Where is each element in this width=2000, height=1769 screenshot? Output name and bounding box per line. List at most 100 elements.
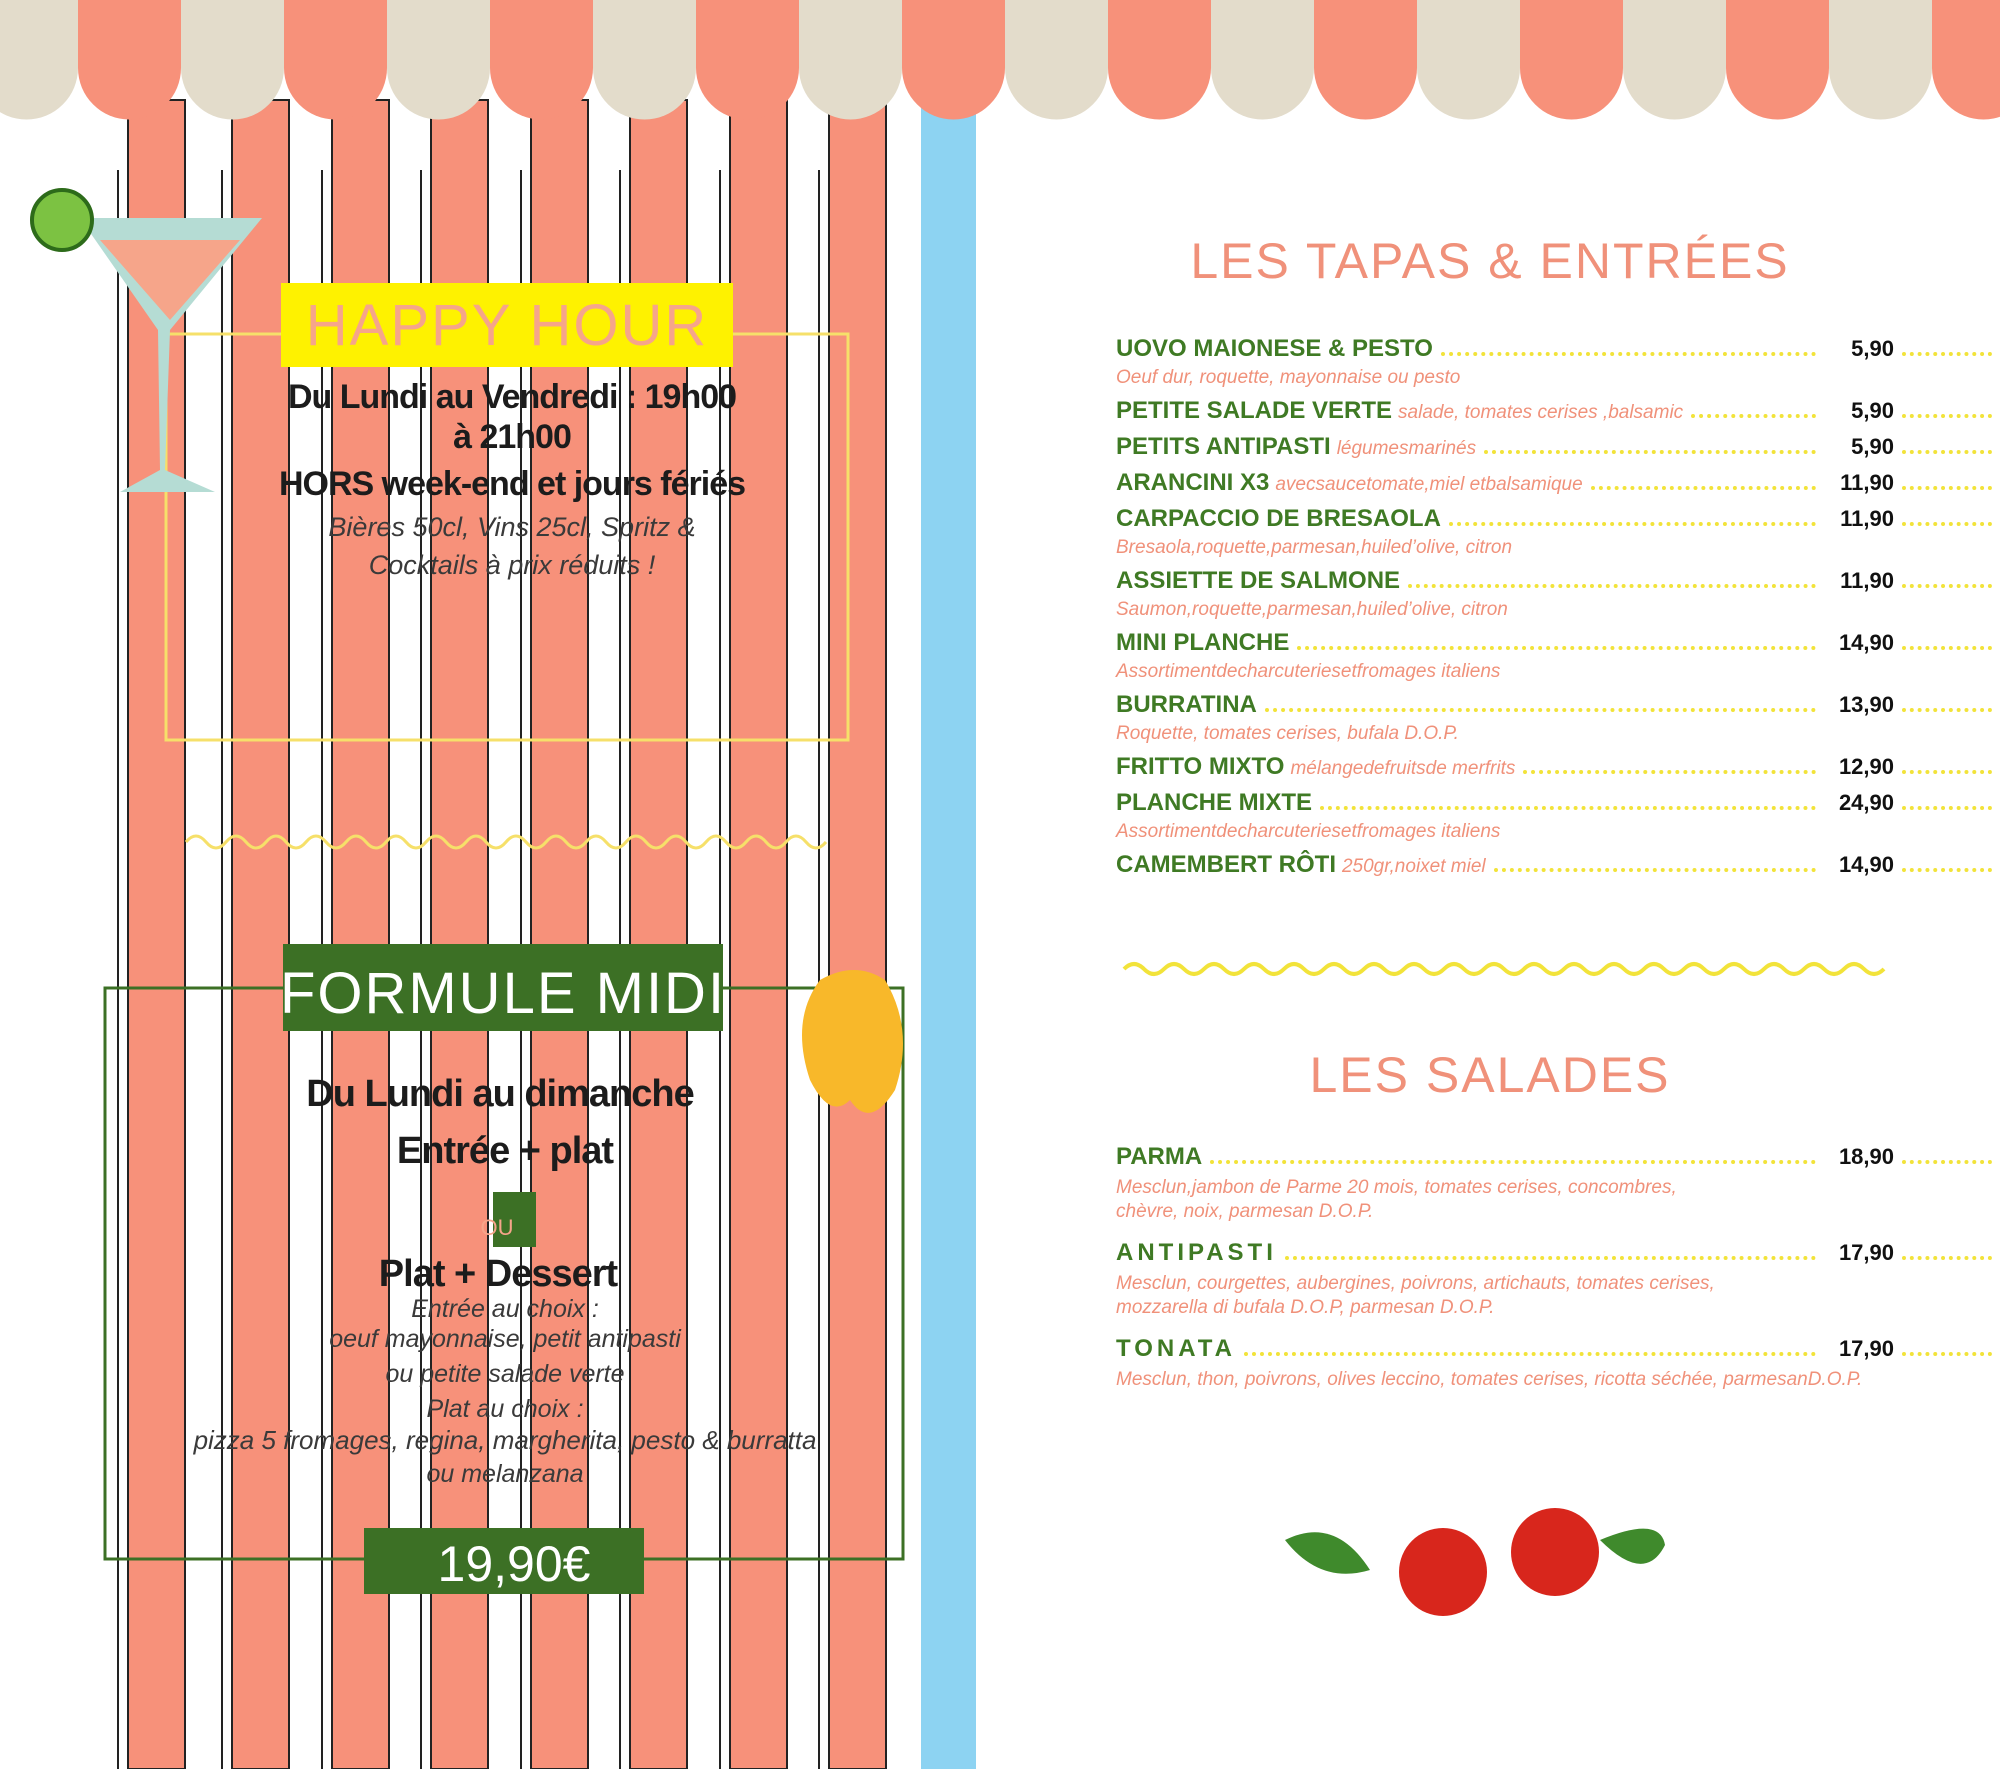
awning-scallop xyxy=(490,0,593,120)
item-desc: Mesclun, thon, poivrons, olives leccino,… xyxy=(1116,1369,1863,1390)
leader xyxy=(1210,1152,1816,1164)
item-desc: légumesmarinés xyxy=(1336,438,1477,459)
leader xyxy=(1902,1152,1992,1164)
item-price: 5,90 xyxy=(1851,398,1894,423)
menu-item: ARANCINI X3 avecsaucetomate,miel etbalsam… xyxy=(1116,469,2000,499)
text: Cocktails à prix réduits ! xyxy=(368,550,656,580)
leader xyxy=(1902,1248,1992,1260)
item-desc: mélangedefruitsde merfrits xyxy=(1290,758,1516,779)
menu-item: UOVO MAIONESE & PESTO 5,90 xyxy=(1116,335,2000,365)
menu-item: CAMEMBERT RÔTI 250gr,noixet miel 14,90 xyxy=(1116,851,2000,881)
item-desc: Bresaola,roquette,parmesan,huiled’olive,… xyxy=(1116,537,1513,558)
menu-item: ASSIETTE DE SALMONE 11,90 xyxy=(1116,567,2000,597)
menu-item: CARPACCIO DE BRESAOLA 11,90 xyxy=(1116,505,2000,535)
leader xyxy=(1902,762,1992,774)
formule-detail: Entrée au choix : xyxy=(411,1295,599,1323)
item-desc: avecsaucetomate,miel etbalsamique xyxy=(1275,474,1583,495)
item-name: MINI PLANCHE xyxy=(1116,629,1290,656)
item-name: FRITTO MIXTO xyxy=(1116,753,1285,780)
leader xyxy=(1902,478,1992,490)
happy-hour-title: HAPPY HOUR xyxy=(305,293,709,358)
leader xyxy=(1284,1248,1816,1260)
item-name: TONATA xyxy=(1116,1335,1236,1362)
awning-scallop xyxy=(1108,0,1211,120)
leader xyxy=(1902,860,1992,872)
leader xyxy=(1297,638,1816,650)
price-bg xyxy=(364,1528,644,1594)
awning-scallop xyxy=(1314,0,1417,120)
text: Du Lundi au dimanche xyxy=(306,1073,694,1115)
item-name: CAMEMBERT RÔTI xyxy=(1116,851,1336,878)
stripe xyxy=(530,99,589,1769)
menu-item: FRITTO MIXTO mélangedefruitsde merfrits 12… xyxy=(1116,753,2000,783)
leader xyxy=(1244,1344,1816,1356)
item-desc: Assortimentdecharcuteriesetfromages ital… xyxy=(1116,661,1501,682)
item-price: 14,90 xyxy=(1838,852,1894,877)
awning-scallop xyxy=(1829,0,1932,120)
item-desc: Saumon,roquette,parmesan,huiled’olive, c… xyxy=(1116,599,1508,620)
wave xyxy=(184,834,828,850)
leader xyxy=(1902,1344,1992,1356)
item-price: 11,90 xyxy=(1840,568,1894,593)
menu-item: PETITS ANTIPASTI légumesmarinés 5,90 xyxy=(1116,433,2000,463)
stripe xyxy=(127,99,186,1769)
awning-scallop xyxy=(1211,0,1314,120)
menu-item: PARMA 18,90 xyxy=(1116,1143,2000,1173)
stripe xyxy=(231,99,290,1769)
awning-scallop xyxy=(387,0,490,120)
tomato xyxy=(1399,1528,1487,1616)
item-price: 13,90 xyxy=(1838,692,1894,717)
formule-detail: pizza 5 fromages, regina, margherita, pe… xyxy=(193,1425,817,1455)
item-price: 17,90 xyxy=(1838,1336,1894,1361)
awning-scallop xyxy=(1726,0,1829,120)
leader xyxy=(1320,798,1816,810)
item-name: ANTIPASTI xyxy=(1116,1239,1277,1266)
text: OU xyxy=(480,1215,514,1240)
item-name: ARANCINI X3 xyxy=(1116,469,1270,496)
awning-scallop xyxy=(1623,0,1726,120)
awning-scallop xyxy=(0,0,78,120)
stripe xyxy=(430,99,489,1769)
text: Du Lundi au Vendredi : 19h00 xyxy=(287,378,737,416)
item-name: PARMA xyxy=(1116,1143,1203,1170)
item-name: PETITS ANTIPASTI xyxy=(1116,433,1331,460)
item-name: BURRATINA xyxy=(1116,691,1257,718)
leader xyxy=(1590,478,1816,490)
formule-price: 19,90€ xyxy=(437,1536,591,1592)
formule-detail: ou petite salade verte xyxy=(385,1360,625,1388)
item-name: PLANCHE MIXTE xyxy=(1116,789,1313,816)
item-name: PETITE SALADE VERTE xyxy=(1116,397,1393,424)
lime xyxy=(30,188,94,252)
item-price: 11,90 xyxy=(1840,470,1894,495)
leader xyxy=(1902,406,1992,418)
leader xyxy=(1440,344,1816,356)
item-name: UOVO MAIONESE & PESTO xyxy=(1116,335,1433,362)
menu-item: TONATA 17,90 xyxy=(1116,1335,2000,1365)
leader xyxy=(1902,344,1992,356)
item-price: 18,90 xyxy=(1838,1144,1894,1169)
item-name: CARPACCIO DE BRESAOLA xyxy=(1116,505,1441,532)
awning-scallop xyxy=(284,0,387,120)
leader xyxy=(1902,514,1992,526)
tomato xyxy=(1511,1508,1599,1596)
leader xyxy=(1902,576,1992,588)
formule-title: FORMULE MIDI xyxy=(279,961,727,1026)
leader xyxy=(1523,762,1816,774)
formule-detail: ou melanzana xyxy=(426,1460,584,1488)
awning-scallop xyxy=(902,0,1005,120)
text: Plat + Dessert xyxy=(378,1253,618,1295)
awning-scallop xyxy=(593,0,696,120)
menu-item: MINI PLANCHE 14,90 xyxy=(1116,629,2000,659)
item-desc: Assortimentdecharcuteriesetfromages ital… xyxy=(1116,821,1501,842)
awning-scallop xyxy=(696,0,799,120)
item-price: 5,90 xyxy=(1851,336,1894,361)
section-title: LES SALADES xyxy=(1309,1047,1671,1103)
happy-hour-label-bg xyxy=(281,283,733,367)
formule-detail: oeuf mayonnaise, petit antipasti xyxy=(329,1325,681,1353)
leader xyxy=(1691,406,1816,418)
item-price: 12,90 xyxy=(1838,754,1894,779)
text: Bières 50cl, Vins 25cl, Spritz & xyxy=(328,512,696,542)
awning-scallop xyxy=(78,0,181,120)
leaf xyxy=(1285,1532,1370,1574)
